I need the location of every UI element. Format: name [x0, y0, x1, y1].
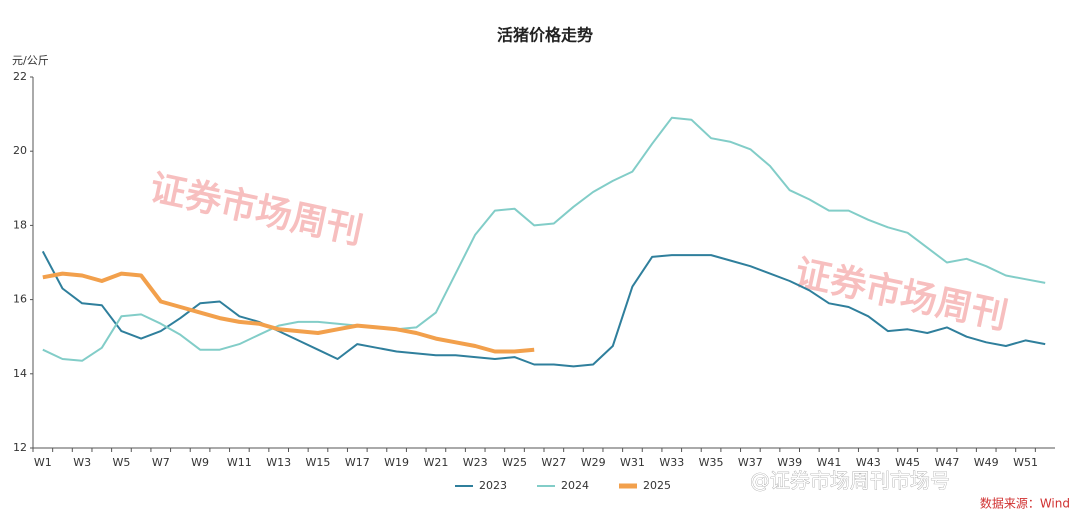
x-tick-label: W19: [384, 456, 409, 469]
x-tick-label: W33: [659, 456, 684, 469]
x-tick-label: W37: [738, 456, 763, 469]
y-tick-label: 14: [13, 367, 27, 380]
x-tick-label: W51: [1013, 456, 1038, 469]
x-tick-label: W49: [974, 456, 999, 469]
watermark: 证券市场周刊: [791, 252, 1011, 338]
x-tick-label: W5: [113, 456, 131, 469]
y-tick-label: 22: [13, 70, 27, 83]
x-tick-label: W1: [34, 456, 52, 469]
source: 数据来源：Wind: [980, 496, 1070, 511]
series-line: [42, 271, 535, 354]
credit: @证券市场周刊市场号: [750, 469, 950, 493]
x-tick-label: W35: [699, 456, 724, 469]
x-tick-label: W7: [152, 456, 170, 469]
x-tick-label: W3: [73, 456, 91, 469]
watermark: 证券市场周刊: [146, 167, 366, 253]
legend-label: 2023: [479, 479, 507, 492]
x-tick-label: W29: [581, 456, 606, 469]
series-line: [41, 250, 1046, 368]
x-tick-label: W11: [227, 456, 252, 469]
legend-label: 2025: [643, 479, 671, 492]
x-tick-label: W27: [541, 456, 566, 469]
y-axis-label: 元/公斤: [12, 54, 49, 67]
y-tick-label: 18: [13, 218, 27, 231]
x-tick-label: W21: [423, 456, 448, 469]
x-tick-label: W13: [266, 456, 291, 469]
x-tick-label: W31: [620, 456, 645, 469]
x-tick-label: W15: [306, 456, 331, 469]
chart-title: 活猪价格走势: [497, 26, 593, 45]
x-tick-label: W47: [934, 456, 959, 469]
x-tick-label: W39: [777, 456, 802, 469]
y-tick-label: 20: [13, 144, 27, 157]
x-tick-label: W45: [895, 456, 920, 469]
x-tick-label: W17: [345, 456, 370, 469]
x-tick-label: W23: [463, 456, 488, 469]
y-tick-label: 16: [13, 293, 27, 306]
series-line: [42, 116, 1046, 362]
y-tick-label: 12: [13, 441, 27, 454]
x-tick-label: W41: [817, 456, 842, 469]
x-tick-label: W25: [502, 456, 527, 469]
x-tick-label: W43: [856, 456, 881, 469]
x-tick-label: W9: [191, 456, 209, 469]
legend-label: 2024: [561, 479, 589, 492]
